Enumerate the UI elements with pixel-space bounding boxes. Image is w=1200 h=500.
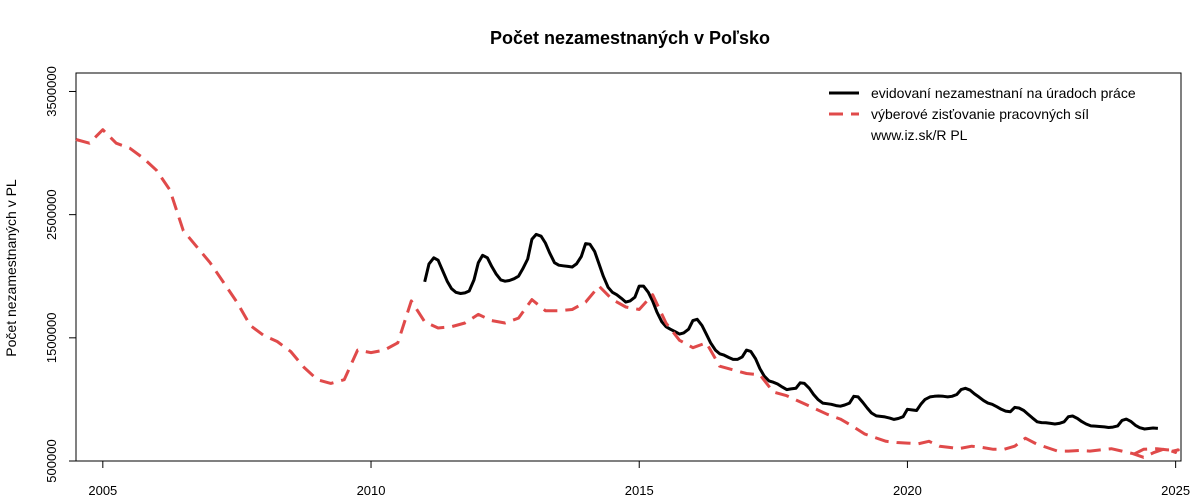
legend-entry-registered: evidovaní nezamestnaní na úradoch práce: [871, 85, 1136, 101]
series-line-lfs: [75, 128, 1180, 459]
legend: evidovaní nezamestnaní na úradoch práce …: [829, 85, 1136, 143]
y-tick-label: 3500000: [44, 66, 59, 117]
x-tick-label: 2020: [893, 483, 922, 498]
y-tick-label: 500000: [44, 439, 59, 482]
x-tick-label: 2015: [625, 483, 654, 498]
plot-area-frame: [75, 72, 1182, 462]
series-line-registered: [423, 232, 1159, 431]
y-tick-label: 1500000: [44, 313, 59, 364]
y-axis-label: Počet nezamestnaných v PL: [3, 179, 19, 357]
y-tick-label: 2500000: [44, 189, 59, 240]
series-layer: [75, 128, 1180, 459]
x-tick-label: 2025: [1161, 483, 1190, 498]
x-tick-label: 2010: [357, 483, 386, 498]
x-axis: 2005 2010 2015 2020 2025: [88, 461, 1190, 498]
chart-title: Počet nezamestnaných v Poľsko: [490, 28, 770, 48]
x-tick-label: 2005: [88, 483, 117, 498]
legend-entry-lfs: výberové zisťovanie pracovných síl: [871, 106, 1089, 122]
y-axis: 500000 1500000 2500000 3500000: [44, 66, 76, 483]
legend-note: www.iz.sk/R PL: [870, 127, 968, 143]
